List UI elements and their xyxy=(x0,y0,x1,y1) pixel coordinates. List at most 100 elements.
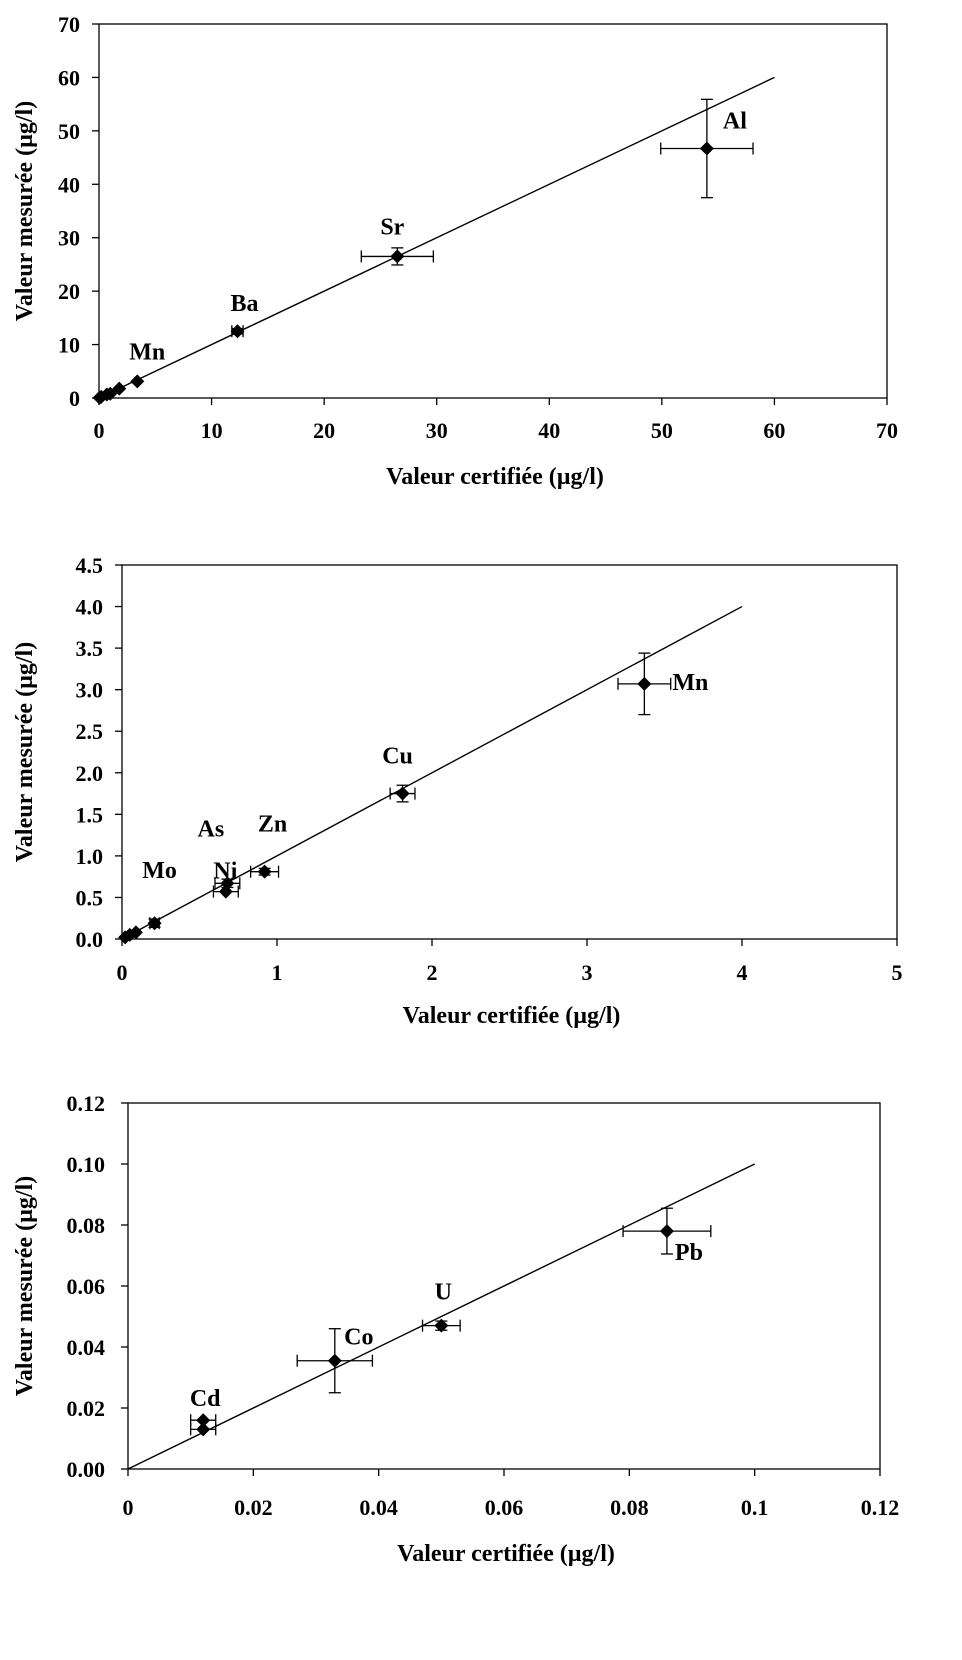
diamond-marker xyxy=(699,141,714,156)
data-point: Zn xyxy=(249,812,287,879)
x-tick-label: 40 xyxy=(538,418,560,443)
point-label: Cd xyxy=(190,1386,221,1412)
y-tick-label: 0.04 xyxy=(67,1335,106,1360)
y-tick-label: 0.08 xyxy=(67,1213,106,1238)
point-label: U xyxy=(435,1280,452,1306)
point-label: Pb xyxy=(675,1240,703,1266)
y-tick-label: 2.0 xyxy=(76,761,104,786)
x-tick-label: 0 xyxy=(123,1495,134,1520)
data-point: Cd xyxy=(190,1386,221,1428)
data-point xyxy=(190,1422,217,1437)
diamond-marker xyxy=(659,1224,674,1239)
diamond-marker xyxy=(220,876,235,891)
x-axis-title: Valeur certifiée (µg/l) xyxy=(386,464,604,490)
data-point: Mo xyxy=(142,858,177,931)
x-tick-label: 5 xyxy=(892,960,903,985)
y-tick-label: 10 xyxy=(58,333,80,358)
diamond-marker xyxy=(637,676,652,691)
x-axis-title: Valeur certifiée (µg/l) xyxy=(397,1541,615,1567)
diamond-marker xyxy=(257,864,272,879)
x-tick-label: 70 xyxy=(876,418,898,443)
chart-2: 0.0 0.5 1.0 1.5 2.0 2.5 3.0 3.5 4.0 4.5 0 1 2 3 4 5 Vale… xyxy=(12,553,903,1029)
y-tick-label: 3.5 xyxy=(76,636,104,661)
x-tick-label: 0 xyxy=(94,418,105,443)
y-axis-title: Valeur mesurée (µg/l) xyxy=(12,1176,38,1396)
diamond-marker xyxy=(118,930,133,945)
y-tick-label: 30 xyxy=(58,226,80,251)
diamond-marker xyxy=(128,925,143,940)
point-label: Mn xyxy=(129,339,165,365)
y-tick-label: 0.0 xyxy=(76,927,104,952)
data-point xyxy=(128,925,143,940)
x-tick-label: 0 xyxy=(117,960,128,985)
diamond-marker xyxy=(147,916,162,931)
x-tick-label: 20 xyxy=(313,418,335,443)
x-tick-label: 4 xyxy=(737,960,748,985)
data-point: U xyxy=(421,1280,461,1333)
y-tick-label: 70 xyxy=(58,12,80,37)
data-point: Sr xyxy=(360,214,434,266)
point-label: Al xyxy=(723,108,747,134)
data-point: Mn xyxy=(129,339,165,389)
data-point: Pb xyxy=(622,1207,712,1266)
point-label: Sr xyxy=(380,214,404,240)
diamond-marker xyxy=(103,386,118,401)
y-axis-title: Valeur mesurée (µg/l) xyxy=(12,101,38,321)
y-tick-label: 0.00 xyxy=(67,1457,106,1482)
point-label: Co xyxy=(344,1325,373,1351)
y-tick-label: 50 xyxy=(58,119,80,144)
diamond-marker xyxy=(130,374,145,389)
plot-frame xyxy=(98,23,888,399)
diamond-marker xyxy=(230,324,245,339)
data-point: Mn xyxy=(617,652,708,716)
point-label: Cu xyxy=(382,744,413,770)
data-point: Co xyxy=(296,1325,373,1394)
x-tick-label: 3 xyxy=(582,960,593,985)
y-tick-label: 0.12 xyxy=(67,1091,106,1116)
data-point xyxy=(112,381,127,396)
y-tick-label: 4.5 xyxy=(76,553,104,578)
y-tick-label: 0.10 xyxy=(67,1152,106,1177)
y-tick-label: 2.5 xyxy=(76,719,104,744)
point-label: Ba xyxy=(230,291,258,317)
x-tick-label: 50 xyxy=(651,418,673,443)
x-tick-label: 0.12 xyxy=(861,1495,900,1520)
data-point: Al xyxy=(660,98,754,199)
reference-line xyxy=(98,76,775,399)
x-tick-label: 0.1 xyxy=(741,1495,769,1520)
y-tick-label: 40 xyxy=(58,172,80,197)
x-tick-label: 0.08 xyxy=(610,1495,649,1520)
diamond-marker xyxy=(434,1318,449,1333)
data-point: Ni xyxy=(213,858,241,891)
plot-frame xyxy=(121,564,898,940)
chart-1: 0 10 20 30 40 50 60 70 0 10 20 30 40 50 60 70 Valeur cer… xyxy=(12,12,898,490)
point-label: Mn xyxy=(672,670,708,696)
diamond-marker xyxy=(196,1422,211,1437)
diamond-marker xyxy=(327,1353,342,1368)
point-label: Ni xyxy=(213,858,237,884)
x-tick-label: 60 xyxy=(763,418,785,443)
data-point xyxy=(118,930,133,945)
y-tick-label: 1.0 xyxy=(76,844,104,869)
y-tick-label: 3.0 xyxy=(76,678,104,703)
data-point: Ba xyxy=(230,291,258,339)
y-axis-title: Valeur mesurée (µg/l) xyxy=(12,642,38,862)
x-tick-label: 10 xyxy=(201,418,223,443)
data-point: Cu xyxy=(382,744,416,803)
y-tick-label: 0.5 xyxy=(76,885,104,910)
y-tick-label: 20 xyxy=(58,279,80,304)
x-axis-title: Valeur certifiée (µg/l) xyxy=(403,1003,621,1029)
data-point xyxy=(103,386,118,401)
y-tick-label: 1.5 xyxy=(76,802,104,827)
y-tick-label: 4.0 xyxy=(76,595,104,620)
diamond-marker xyxy=(390,249,405,264)
y-tick-label: 60 xyxy=(58,65,80,90)
x-tick-label: 2 xyxy=(427,960,438,985)
x-tick-label: 1 xyxy=(272,960,283,985)
diamond-marker xyxy=(112,381,127,396)
chart-3: 0.00 0.02 0.04 0.06 0.08 0.10 0.12 0 0.02 0.04 0.0… xyxy=(12,1091,899,1567)
x-tick-label: 0.06 xyxy=(485,1495,524,1520)
x-tick-label: 0.02 xyxy=(234,1495,273,1520)
diamond-marker xyxy=(196,1413,211,1428)
